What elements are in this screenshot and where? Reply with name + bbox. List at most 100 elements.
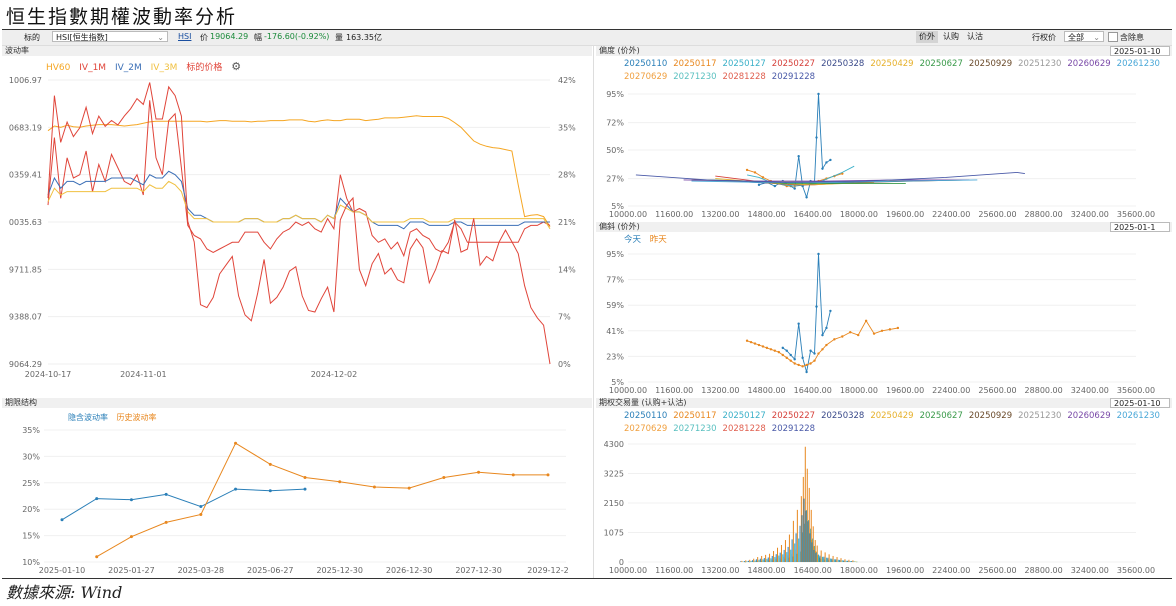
- legend-item-20250110[interactable]: 20250110: [624, 411, 668, 421]
- x-tick-label: 25600.00: [978, 210, 1016, 219]
- skew-legend-today[interactable]: 今天: [624, 235, 642, 245]
- legend-item-20250429[interactable]: 20250429: [870, 59, 914, 69]
- vol-legend-hv60[interactable]: HV60: [46, 63, 71, 73]
- data-point: [268, 489, 272, 493]
- legend-item-20250627[interactable]: 20250627: [919, 59, 963, 69]
- volume-bar: [741, 560, 743, 562]
- data-point: [797, 322, 800, 325]
- strike-select[interactable]: 全部 ⌄: [1064, 31, 1104, 42]
- legend-item-20271230[interactable]: 20271230: [673, 424, 717, 434]
- data-point: [825, 326, 828, 330]
- legend-item-20250117[interactable]: 20250117: [673, 411, 717, 421]
- legend-item-20250627[interactable]: 20250627: [919, 411, 963, 421]
- vol-legend-iv2m[interactable]: IV_2M: [114, 63, 142, 73]
- legend-item-20251230[interactable]: 20251230: [1018, 411, 1062, 421]
- volume-bar: [746, 561, 748, 562]
- legend-item-20260629[interactable]: 20260629: [1067, 411, 1111, 421]
- page-title: 恒生指數期權波動率分析: [6, 6, 238, 28]
- volume-bar: [821, 556, 823, 562]
- volume-panel-header: 期权交易量 (认购+认沽): [596, 398, 1172, 408]
- y-right-tick-label: 14%: [558, 265, 576, 274]
- series-line-20291228: [635, 171, 1025, 183]
- legend-item-20281228[interactable]: 20281228: [722, 72, 766, 82]
- gear-icon[interactable]: ⚙: [231, 60, 242, 73]
- vol-legend-price[interactable]: 标的价格: [186, 63, 223, 73]
- legend-item-20250929[interactable]: 20250929: [968, 59, 1013, 69]
- x-tick-label: 2024-11-01: [120, 370, 167, 379]
- vol-legend-iv1m[interactable]: IV_1M: [79, 63, 107, 73]
- legend-item-20261230[interactable]: 20261230: [1116, 59, 1160, 69]
- data-point: [849, 331, 852, 334]
- legend-item-20261230[interactable]: 20261230: [1116, 411, 1160, 421]
- smile-date-field[interactable]: 2025-01-10: [1110, 46, 1170, 56]
- change-label: 幅: [254, 33, 262, 42]
- volume-date-field[interactable]: 2025-01-10: [1110, 398, 1170, 408]
- series-line-标的价格: [47, 82, 551, 365]
- series-line-20261230: [691, 179, 978, 183]
- legend-item-20260629[interactable]: 20260629: [1067, 59, 1111, 69]
- term-legend-iv[interactable]: 隐含波动率: [68, 413, 108, 422]
- data-point: [821, 167, 824, 170]
- legend-item-20250127[interactable]: 20250127: [722, 59, 766, 69]
- legend-item-20250429[interactable]: 20250429: [870, 411, 914, 421]
- legend-item-20270629[interactable]: 20270629: [624, 72, 668, 82]
- smile-expiry-legend: 20250110 20250117 20250127 20250227 20250328…: [624, 58, 1166, 84]
- x-tick-label: 10000.00: [609, 210, 647, 219]
- exdiv-checkbox[interactable]: [1108, 32, 1118, 42]
- legend-item-20250110[interactable]: 20250110: [624, 59, 668, 69]
- legend-item-20250227[interactable]: 20250227: [771, 411, 816, 421]
- legend-item-20250227[interactable]: 20250227: [771, 59, 816, 69]
- data-point: [372, 485, 376, 489]
- y-left-tick-label: 1006.97: [9, 76, 42, 85]
- legend-item-20250929[interactable]: 20250929: [968, 411, 1013, 421]
- volume-bar: [759, 558, 761, 562]
- volume-bar: [835, 559, 837, 562]
- skew-date-field[interactable]: 2025-01-1: [1110, 222, 1170, 232]
- vol-legend: HV60 IV_1M IV_2M IV_3M 标的价格 ⚙: [46, 60, 247, 75]
- legend-item-20250328[interactable]: 20250328: [821, 411, 865, 421]
- data-point: [813, 359, 816, 362]
- volume-bar: [806, 468, 808, 562]
- underlying-select[interactable]: HSI[恒生指数] ⌄: [52, 31, 168, 42]
- smile-chart: 95% 72% 50% 27% 5%10000.00 11600.00 13200.00 14…: [606, 90, 1155, 219]
- x-tick-label: 28800.00: [1025, 386, 1063, 395]
- volume-bar: [843, 560, 845, 562]
- volume-bar: [837, 559, 839, 562]
- data-point: [164, 492, 168, 496]
- volume-bar: [816, 552, 818, 562]
- volume-bar: [779, 552, 781, 562]
- volume-bar: [856, 561, 858, 563]
- legend-item-20250117[interactable]: 20250117: [673, 59, 717, 69]
- call-button[interactable]: 认购: [943, 32, 959, 41]
- x-tick-label: 19600.00: [886, 210, 924, 219]
- legend-item-20270629[interactable]: 20270629: [624, 424, 668, 434]
- x-tick-label: 2027-12-30: [455, 566, 502, 575]
- x-tick-label: 14800.00: [747, 386, 785, 395]
- legend-item-20281228[interactable]: 20281228: [722, 424, 766, 434]
- y-tick-label: 95%: [606, 250, 624, 259]
- underlying-code-link[interactable]: HSI: [178, 32, 192, 41]
- smile-panel-header: 偏度 (价外): [596, 46, 1172, 56]
- volume-bar: [765, 554, 767, 562]
- data-point: [199, 505, 203, 509]
- vol-legend-iv3m[interactable]: IV_3M: [150, 63, 178, 73]
- data-point: [821, 348, 824, 351]
- x-tick-label: 2025-06-27: [247, 566, 294, 575]
- legend-item-20251230[interactable]: 20251230: [1018, 59, 1062, 69]
- term-legend-hv[interactable]: 历史波动率: [116, 413, 157, 422]
- otm-button[interactable]: 价外: [916, 31, 938, 43]
- volume-bar: [770, 558, 772, 562]
- skew-date-value: 2025-01-1: [1114, 223, 1156, 232]
- volume-bar: [777, 547, 779, 562]
- volume-bar: [745, 560, 747, 562]
- legend-item-20250328[interactable]: 20250328: [821, 59, 865, 69]
- legend-item-20291228[interactable]: 20291228: [771, 72, 816, 82]
- exdiv-label: 含除息: [1120, 33, 1144, 42]
- legend-item-20291228[interactable]: 20291228: [771, 424, 816, 434]
- legend-item-20250127[interactable]: 20250127: [722, 411, 766, 421]
- volume-bar: [775, 554, 777, 562]
- put-button[interactable]: 认沽: [967, 32, 983, 41]
- skew-legend-yesterday[interactable]: 昨天: [649, 235, 667, 245]
- x-tick-label: 2026-12-30: [386, 566, 433, 575]
- legend-item-20271230[interactable]: 20271230: [673, 72, 717, 82]
